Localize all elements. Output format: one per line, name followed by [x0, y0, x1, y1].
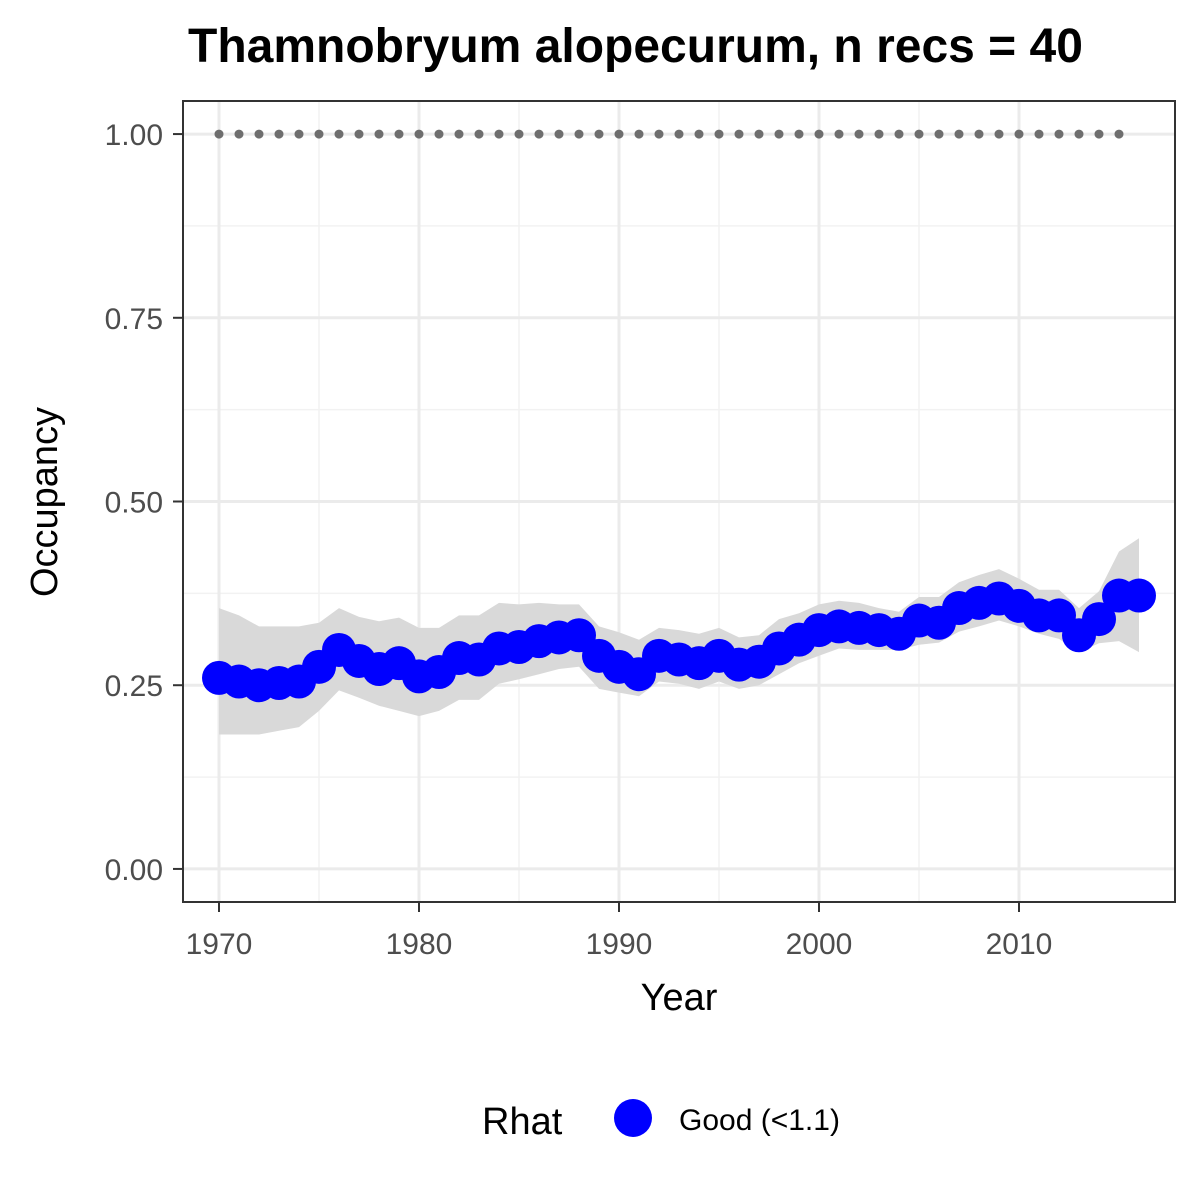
reference-point — [714, 129, 724, 139]
x-tick-label: 2000 — [786, 928, 853, 961]
reference-point — [994, 129, 1004, 139]
reference-point — [574, 129, 584, 139]
data-point — [1082, 602, 1116, 637]
reference-point — [914, 129, 924, 139]
reference-point — [214, 129, 224, 139]
y-tick-label: 0.00 — [105, 854, 163, 887]
y-tick-label: 0.75 — [105, 303, 163, 336]
reference-point — [794, 129, 804, 139]
legend-key-good — [614, 1099, 652, 1137]
legend: Rhat Good (<1.1) — [482, 1099, 840, 1143]
reference-point — [594, 129, 604, 139]
reference-point — [874, 129, 884, 139]
reference-points — [214, 129, 1124, 139]
x-axis-ticks: 1970 1980 1990 2000 2010 — [186, 902, 1053, 961]
reference-point — [834, 129, 844, 139]
legend-title: Rhat — [482, 1101, 563, 1143]
y-axis-title: Occupancy — [24, 407, 66, 597]
occupancy-points — [202, 578, 1156, 703]
reference-point — [814, 129, 824, 139]
reference-point — [734, 129, 744, 139]
reference-point — [254, 129, 264, 139]
reference-point — [314, 129, 324, 139]
reference-point — [854, 129, 864, 139]
reference-point — [414, 129, 424, 139]
reference-point — [234, 129, 244, 139]
reference-point — [954, 129, 964, 139]
reference-point — [454, 129, 464, 139]
reference-point — [694, 129, 704, 139]
reference-point — [1074, 129, 1084, 139]
y-tick-label: 0.50 — [105, 487, 163, 520]
reference-point — [1094, 129, 1104, 139]
reference-point — [654, 129, 664, 139]
reference-point — [614, 129, 624, 139]
reference-point — [394, 129, 404, 139]
reference-point — [274, 129, 284, 139]
reference-point — [1054, 129, 1064, 139]
reference-point — [294, 129, 304, 139]
x-tick-label: 2010 — [986, 928, 1053, 961]
reference-point — [354, 129, 364, 139]
x-tick-label: 1980 — [386, 928, 453, 961]
reference-point — [1034, 129, 1044, 139]
reference-point — [554, 129, 564, 139]
plot-panel — [182, 100, 1176, 903]
legend-label-good: Good (<1.1) — [679, 1104, 840, 1137]
x-tick-label: 1970 — [186, 928, 253, 961]
reference-point — [774, 129, 784, 139]
reference-point — [934, 129, 944, 139]
reference-point — [1114, 129, 1124, 139]
reference-point — [894, 129, 904, 139]
reference-point — [514, 129, 524, 139]
x-axis-title: Year — [641, 977, 718, 1019]
major-gridlines — [183, 101, 1175, 902]
reference-point — [754, 129, 764, 139]
reference-point — [974, 129, 984, 139]
reference-point — [534, 129, 544, 139]
x-tick-label: 1990 — [586, 928, 653, 961]
reference-point — [1014, 129, 1024, 139]
chart-title: Thamnobryum alopecurum, n recs = 40 — [188, 20, 1083, 73]
reference-point — [334, 129, 344, 139]
data-point — [1122, 578, 1156, 613]
y-tick-label: 1.00 — [105, 119, 163, 152]
y-axis-ticks: 0.00 0.25 0.50 0.75 1.00 — [105, 119, 183, 887]
reference-point — [474, 129, 484, 139]
reference-point — [434, 129, 444, 139]
reference-point — [634, 129, 644, 139]
reference-point — [374, 129, 384, 139]
reference-point — [674, 129, 684, 139]
y-tick-label: 0.25 — [105, 670, 163, 703]
reference-point — [494, 129, 504, 139]
